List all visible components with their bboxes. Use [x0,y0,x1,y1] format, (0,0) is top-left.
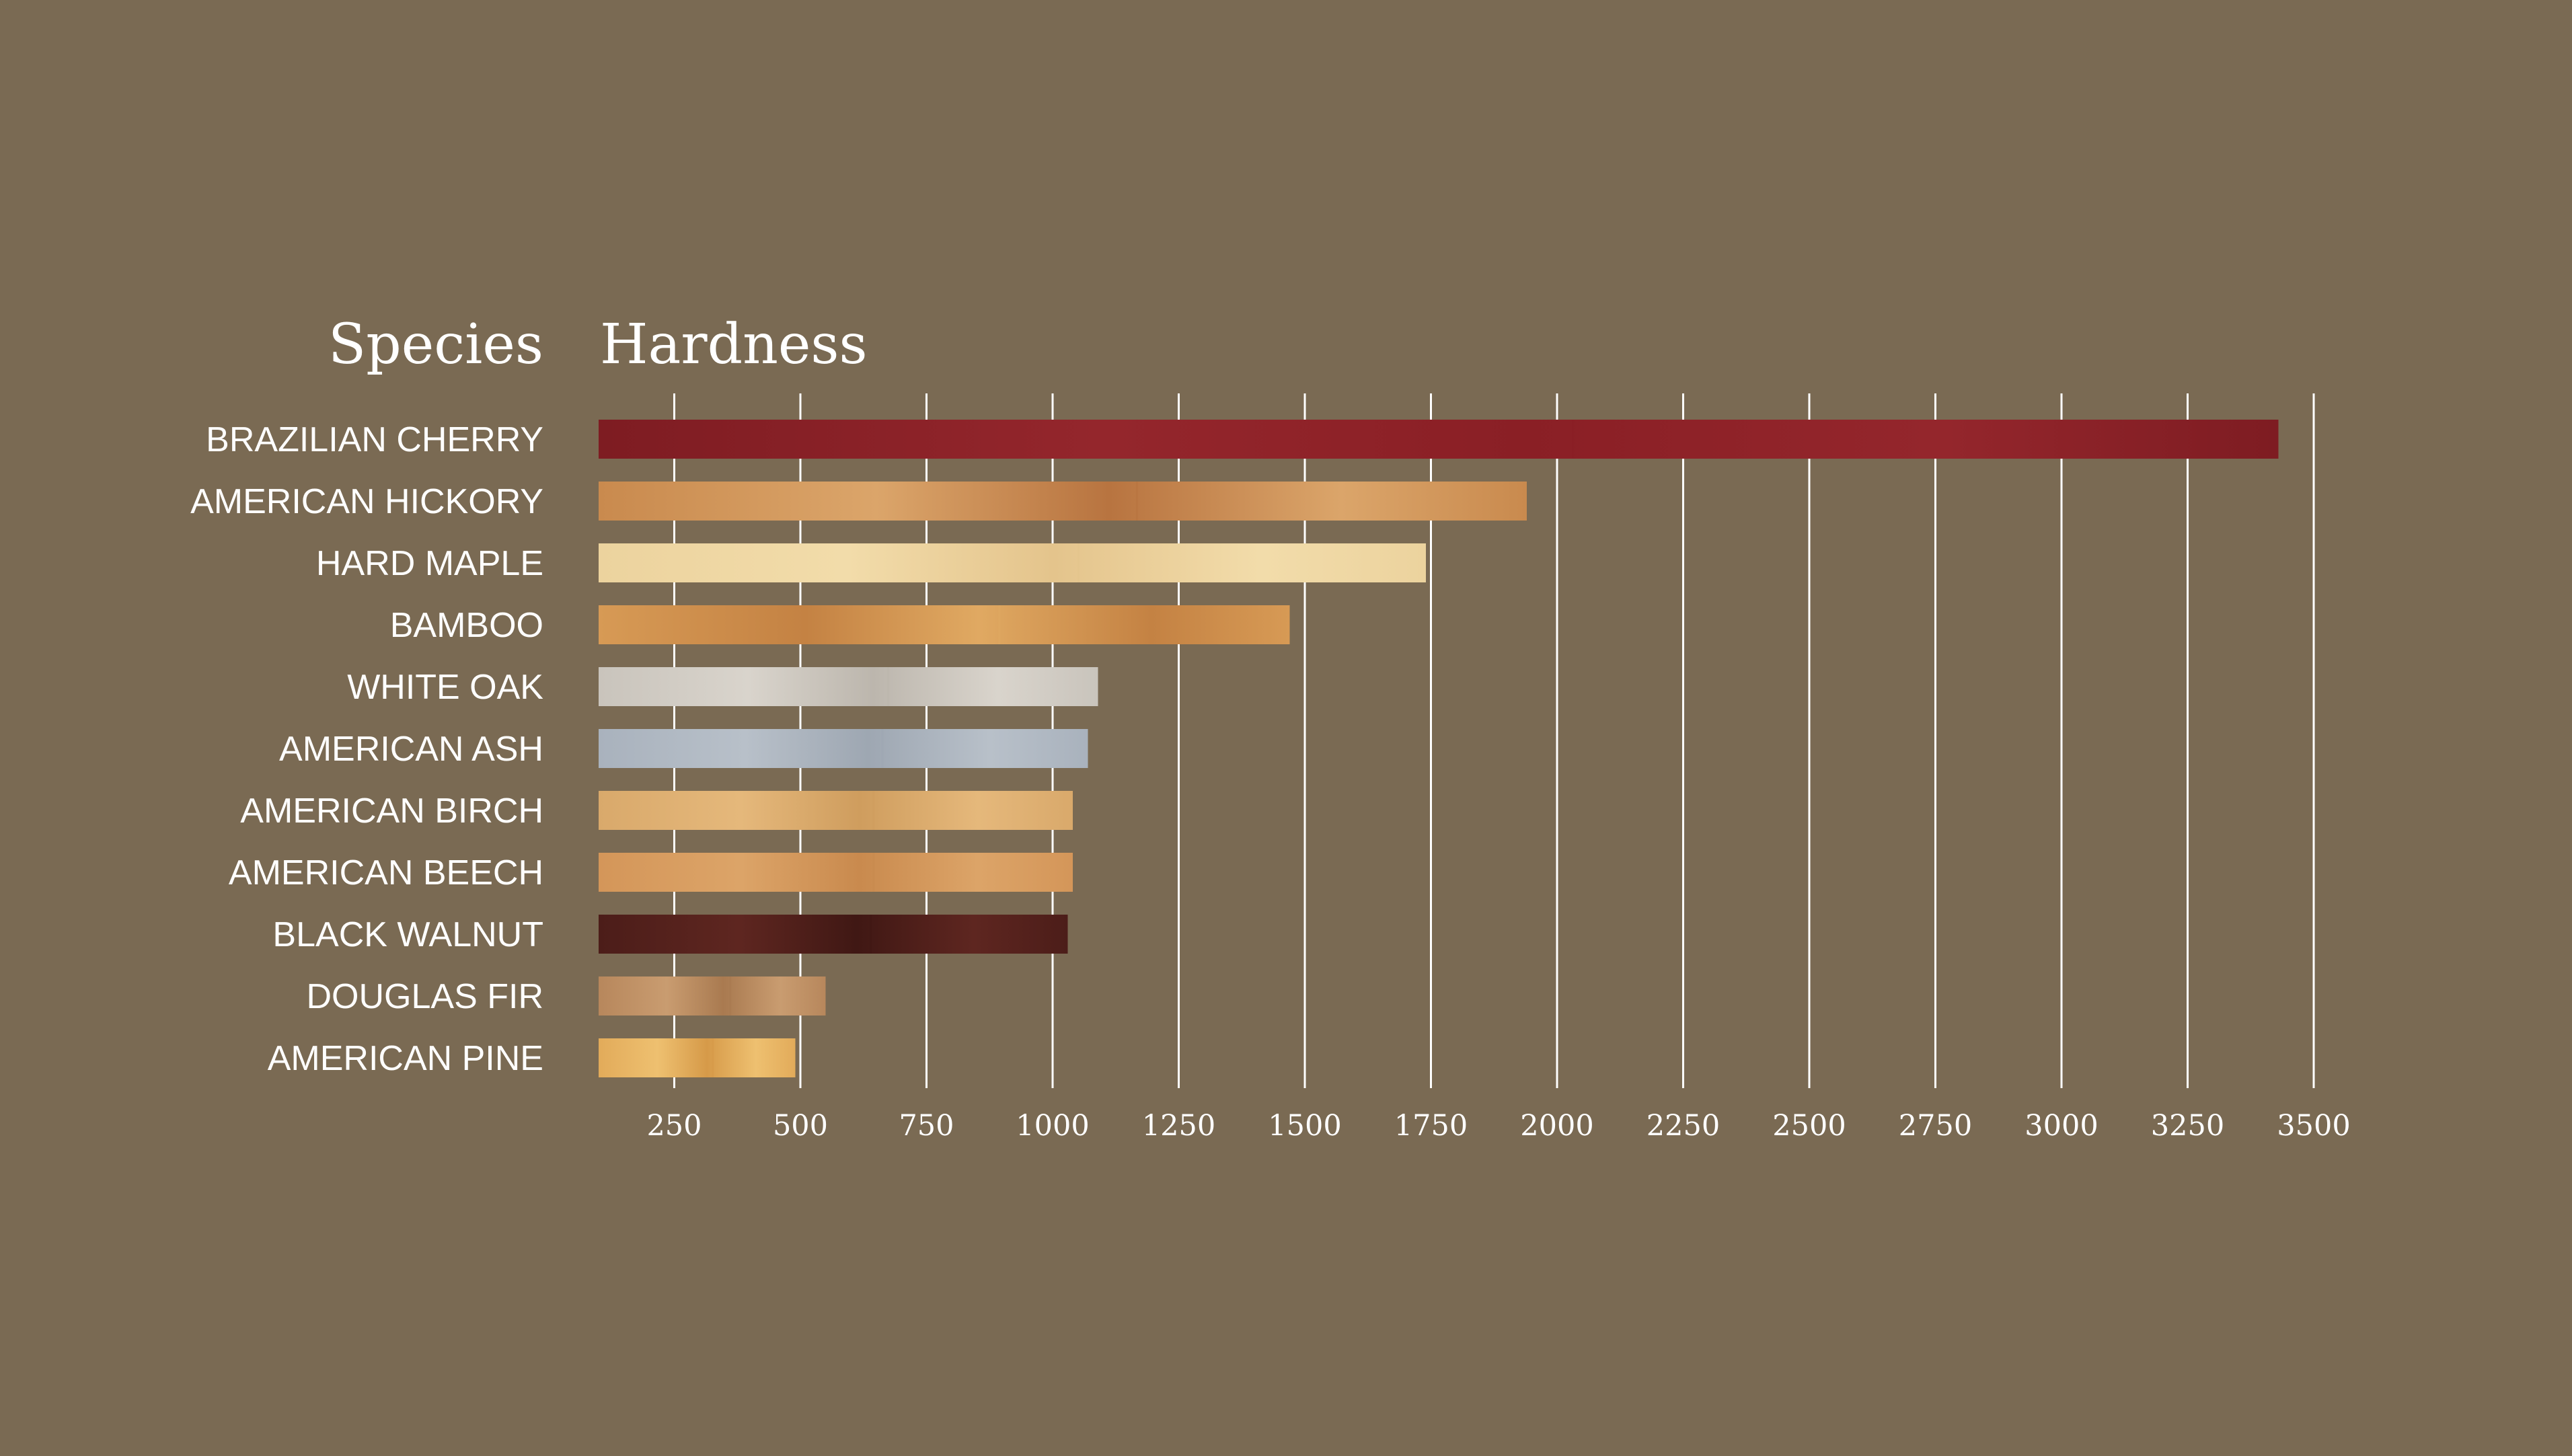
x-tick-label: 250 [646,1109,702,1143]
category-label: AMERICAN PINE [268,1039,543,1078]
x-tick-label: 1250 [1142,1109,1215,1143]
x-tick-label: 500 [773,1109,828,1143]
bar-bamboo [599,605,1290,644]
x-tick-label: 3500 [2277,1109,2350,1143]
bar-american-birch [599,791,1073,830]
bar-hard-maple [599,543,1426,582]
x-tick-label: 2000 [1520,1109,1593,1143]
x-tick-label: 1000 [1016,1109,1089,1143]
x-tick-label: 3000 [2025,1109,2098,1143]
category-label: BAMBOO [390,606,543,645]
bar-american-beech [599,853,1073,892]
category-label: AMERICAN ASH [279,730,543,769]
category-label: BLACK WALNUT [272,915,543,954]
category-label: AMERICAN BIRCH [240,792,543,831]
x-tick-label: 750 [899,1109,954,1143]
category-label: BRAZILIAN CHERRY [206,420,543,459]
x-tick-label: 2250 [1647,1109,1720,1143]
bar-white-oak [599,667,1098,706]
x-tick-label: 1500 [1268,1109,1341,1143]
category-label: DOUGLAS FIR [307,977,544,1016]
bar-brazilian-cherry [599,420,2279,459]
bar-american-ash [599,729,1088,768]
category-label: AMERICAN HICKORY [190,482,543,521]
bars [599,420,2279,1077]
x-tick-label: 3250 [2151,1109,2224,1143]
bar-american-pine [599,1038,796,1077]
x-tick-labels: 250 500 750 1000 1250 1500 1750 2000 2250 2500 275… [646,1109,2350,1143]
category-label: WHITE OAK [347,668,543,707]
bar-douglas-fir [599,976,826,1016]
category-label: HARD MAPLE [316,544,543,583]
x-tick-label: 2500 [1772,1109,1846,1143]
x-tick-label: 1750 [1394,1109,1468,1143]
bar-black-walnut [599,915,1068,954]
category-label: AMERICAN BEECH [229,853,543,892]
x-tick-label: 2750 [1899,1109,1972,1143]
hardness-header: Hardness [600,313,868,377]
bar-american-hickory [599,482,1527,521]
category-labels: BRAZILIAN CHERRY AMERICAN HICKORY HARD MAP… [190,420,543,1078]
species-header: Species [328,313,543,377]
